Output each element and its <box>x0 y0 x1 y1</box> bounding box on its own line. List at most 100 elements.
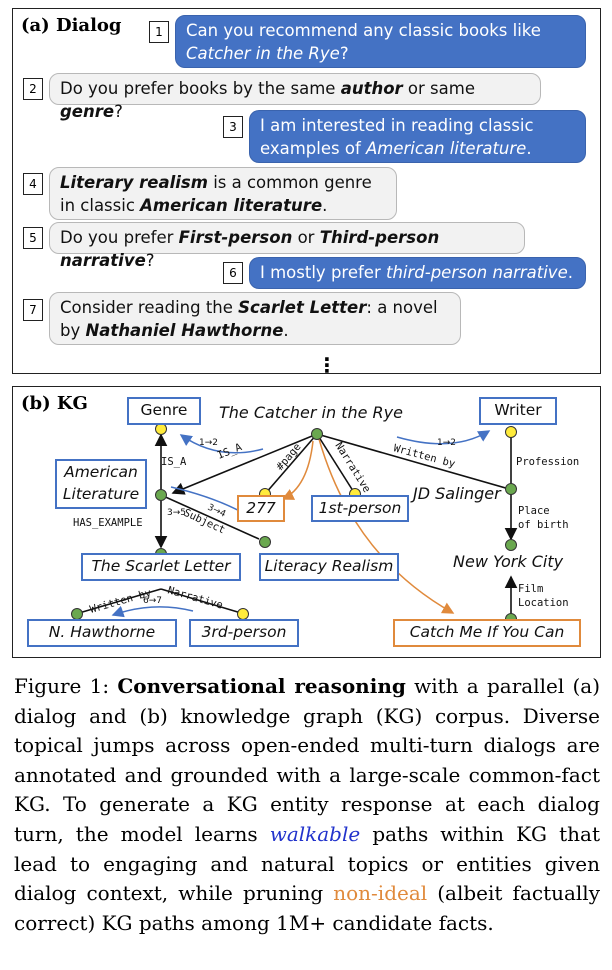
arc-nonideal-277 <box>281 440 314 500</box>
turn-6-emph: third-person narrative <box>385 263 568 282</box>
kg-panel: (b) KG <box>12 386 601 658</box>
turn-7-text: Consider reading the <box>60 298 239 317</box>
turn-number-5: 5 <box>23 227 43 249</box>
rel-place-2: of birth <box>518 519 569 531</box>
turn-1-text-end: ? <box>339 44 349 63</box>
turn-4-text: is a common genre in classic <box>60 173 372 215</box>
node-american <box>155 489 167 501</box>
rel-is-a-2: IS_A <box>216 441 245 462</box>
node-writer <box>505 426 517 438</box>
turn-1-text: Can you recommend any classic books like <box>186 21 541 40</box>
turn-7-emph-book: Scarlet Letter <box>238 298 367 317</box>
edge-catcher-277 <box>264 433 318 495</box>
kg-nonideal-arcs <box>281 438 455 614</box>
caption-text-1: with a parallel (a) dialog and (b) knowl… <box>14 674 601 846</box>
turn-6-text: I mostly prefer <box>260 263 386 282</box>
turn-4-text-end: . <box>322 196 328 215</box>
turn-number-3: 3 <box>223 116 243 138</box>
kg-graph: IS_A IS_A #page Narrative Written by Pro… <box>71 423 579 625</box>
edge-catcher-salinger <box>316 433 510 490</box>
edge-catcher-american <box>171 433 318 495</box>
node-3rd-person <box>237 608 249 620</box>
turn-2-text-mid: or same <box>402 79 475 98</box>
entity-277: 277 <box>237 495 285 522</box>
entity-writer: Writer <box>479 397 557 425</box>
kg-relation-labels: IS_A IS_A #page Narrative Written by Pro… <box>73 440 579 616</box>
caption-text-3: (albeit factually correct) KG paths amon… <box>14 881 600 935</box>
node-nyc <box>505 539 517 551</box>
node-catcher <box>311 428 323 440</box>
step-12-genre: 1→2 <box>199 438 218 448</box>
turn-number-2: 2 <box>23 78 43 100</box>
dialog-turn-3: I am interested in reading classic examp… <box>249 110 586 163</box>
kg-step-arcs <box>111 430 491 618</box>
edge-american-realism <box>160 494 260 540</box>
turn-number-6: 6 <box>223 262 243 284</box>
turn-7-text-mid: : a novel by <box>60 298 438 340</box>
entity-hawthorne: N. Hawthorne <box>27 619 177 647</box>
rel-profession: Profession <box>516 456 579 468</box>
node-hawthorne <box>71 608 83 620</box>
turn-2-text: Do you prefer books by the same <box>60 79 341 98</box>
rel-film-1: Film <box>518 583 543 595</box>
turn-2-text-end: ? <box>114 102 123 121</box>
dialog-turn-4: Literary realism is a common genre in cl… <box>49 167 397 220</box>
turn-number-1: 1 <box>149 21 169 43</box>
entity-literacy-realism: Literacy Realism <box>259 553 399 581</box>
turn-4-emph-2: American literature <box>140 196 323 215</box>
entity-nyc: New York City <box>453 552 564 571</box>
entity-american-line1: American <box>64 463 138 481</box>
node-salinger <box>505 483 517 495</box>
caption-label: Figure 1: <box>14 674 118 698</box>
edge-catcher-1st <box>316 433 356 495</box>
rel-has-example: HAS_EXAMPLE <box>73 517 143 529</box>
turn-5-text: Do you prefer <box>60 228 179 247</box>
edge-scarlet-3rd <box>160 588 242 614</box>
turn-3-text-end: . <box>526 139 532 158</box>
entity-american-literature: American Literature <box>55 459 147 509</box>
arc-step-12-writer <box>396 430 491 445</box>
turn-4-emph: Literary realism <box>60 173 208 192</box>
rel-film-2: Location <box>518 597 569 609</box>
figure-caption: Figure 1: Conversational reasoning with … <box>14 672 600 938</box>
dialog-panel: (a) Dialog 1 Can you recommend any class… <box>12 8 601 377</box>
turn-6-text-end: . <box>567 263 573 282</box>
turn-number-4: 4 <box>23 173 43 195</box>
dialog-turn-7: Consider reading the Scarlet Letter: a n… <box>49 292 461 345</box>
caption-bold: Conversational reasoning <box>117 674 406 698</box>
turn-5-text-end: ? <box>145 251 155 270</box>
kg-edges <box>78 433 518 617</box>
turn-3-text: I am interested in reading classic examp… <box>260 116 534 158</box>
turn-2-emph-genre: genre <box>60 102 115 121</box>
kg-panel-title: (b) KG <box>21 393 88 414</box>
turn-5-emph-third: Third-person narrative <box>60 228 440 270</box>
turn-2-emph-author: author <box>340 79 403 98</box>
dialog-turn-5: Do you prefer First-person or Third-pers… <box>49 222 525 270</box>
dialog-panel-title: (a) Dialog <box>21 15 122 36</box>
entity-3rd-person: 3rd-person <box>189 619 299 647</box>
step-12-writer: 1→2 <box>437 438 456 448</box>
entity-catcher: The Catcher in the Rye <box>219 403 403 422</box>
step-35: 3→5 <box>167 508 186 518</box>
entity-1st-person: 1st-person <box>311 495 409 522</box>
node-genre <box>155 423 167 435</box>
dialog-continues-ellipsis: ⋮ <box>317 353 337 377</box>
turn-number-7: 7 <box>23 299 43 321</box>
turn-7-emph-author: Nathaniel Hawthorne <box>85 321 284 340</box>
caption-text-2: paths within KG that lead to engaging an… <box>14 821 600 906</box>
entity-catch-me-if-you-can: Catch Me If You Can <box>393 619 581 647</box>
turn-5-text-mid: or <box>292 228 320 247</box>
caption-walkable: walkable <box>269 821 361 846</box>
dialog-turn-2: Do you prefer books by the same author o… <box>49 73 541 121</box>
entity-american-line2: Literature <box>62 485 140 503</box>
edge-scarlet-hawthorne <box>78 588 162 614</box>
entity-genre: Genre <box>127 397 201 425</box>
turn-1-emph: Catcher in the Rye <box>186 44 340 63</box>
rel-place-1: Place <box>518 505 550 517</box>
rel-is-a-1: IS_A <box>161 456 187 468</box>
turn-7-text-end: . <box>283 321 289 340</box>
arc-step-67 <box>111 605 194 618</box>
dialog-turn-1: Can you recommend any classic books like… <box>175 15 586 68</box>
entity-scarlet-letter: The Scarlet Letter <box>81 553 241 581</box>
